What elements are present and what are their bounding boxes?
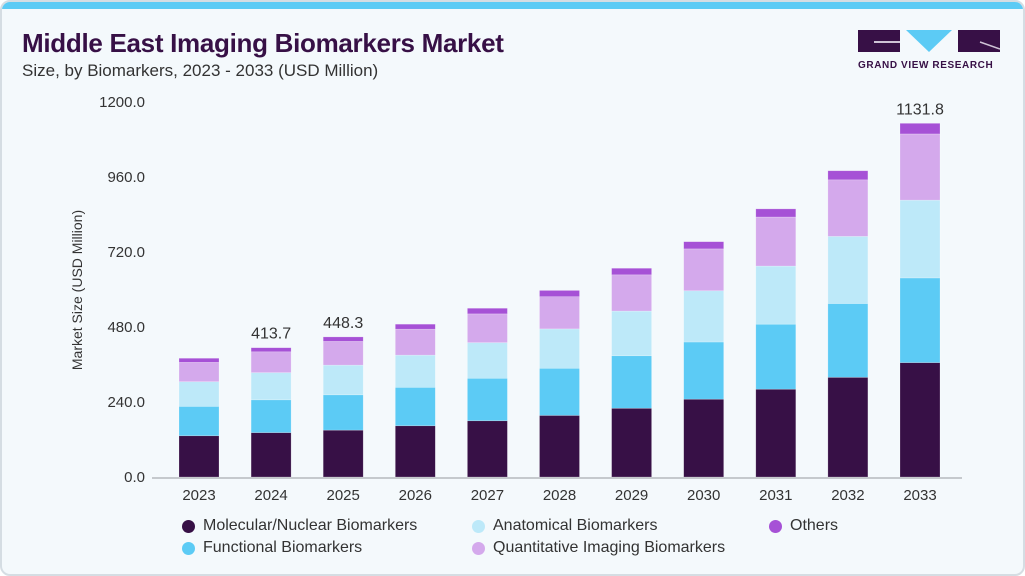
x-tick-label: 2031 (759, 487, 792, 504)
bar-segment-quantitative-imaging-biomarkers (899, 133, 941, 201)
chart-subtitle: Size, by Biomarkers, 2023 - 2033 (USD Mi… (22, 61, 379, 80)
bar-segment-others (322, 336, 364, 342)
bar-segment-functional-biomarkers (250, 399, 292, 433)
y-axis-label: Market Size (USD Million) (69, 210, 85, 370)
bar-segment-others (467, 307, 508, 315)
bar-segment-functional-biomarkers (683, 341, 725, 400)
x-tick-label: 2025 (327, 487, 360, 504)
data-label-total: 448.3 (323, 315, 363, 332)
bar-segment-others (250, 347, 292, 353)
bar-segment-anatomical-biomarkers (683, 290, 725, 343)
bar-segment-molecular-nuclear-biomarkers (178, 435, 220, 478)
y-tick-label: 0.0 (124, 469, 145, 486)
bar-segment-quantitative-imaging-biomarkers (250, 351, 292, 373)
legend-dot-icon (182, 519, 195, 533)
logo-text: GRAND VIEW RESEARCH (858, 60, 994, 71)
legend-label: Molecular/Nuclear Biomarkers (203, 517, 418, 534)
bar-segment-molecular-nuclear-biomarkers (827, 377, 869, 478)
bar-segment-anatomical-biomarkers (250, 372, 292, 401)
bar-segment-molecular-nuclear-biomarkers (539, 415, 580, 478)
bar-segment-others (683, 241, 725, 250)
x-tick-label: 2028 (543, 487, 576, 504)
bar-segment-anatomical-biomarkers (322, 364, 364, 396)
bar-segment-quantitative-imaging-biomarkers (683, 248, 725, 292)
legend-item: Molecular/Nuclear Biomarkers (182, 517, 417, 535)
legend-dot-icon (769, 519, 782, 533)
bar-segment-anatomical-biomarkers (899, 199, 941, 279)
x-tick-label: 2030 (687, 487, 720, 504)
bar-segment-anatomical-biomarkers (394, 354, 436, 388)
y-tick-label: 960.0 (107, 169, 145, 186)
x-tick-label: 2032 (831, 487, 864, 504)
bar-segment-others (755, 208, 797, 218)
legend-item: Functional Biomarkers (182, 539, 362, 557)
bar-segment-functional-biomarkers (178, 406, 220, 437)
legend-item: Others (769, 517, 838, 535)
legend-item: Anatomical Biomarkers (472, 517, 658, 535)
bar-segment-anatomical-biomarkers (539, 328, 580, 369)
bar-segment-quantitative-imaging-biomarkers (322, 341, 364, 366)
bar-segment-anatomical-biomarkers (467, 342, 508, 379)
x-tick-label: 2027 (471, 487, 504, 504)
legend-label: Quantitative Imaging Biomarkers (493, 539, 726, 556)
x-tick-label: 2026 (399, 487, 432, 504)
y-tick-label: 480.0 (107, 319, 145, 336)
bar-segment-molecular-nuclear-biomarkers (683, 398, 725, 478)
bar-segment-quantitative-imaging-biomarkers (467, 313, 508, 343)
bar-segment-others (394, 323, 436, 330)
y-tick-label: 240.0 (107, 394, 145, 411)
bar-segment-functional-biomarkers (467, 377, 508, 422)
bar-segment-others (899, 123, 941, 135)
bar-segment-molecular-nuclear-biomarkers (755, 388, 797, 478)
bar-segment-molecular-nuclear-biomarkers (322, 429, 364, 478)
bar-segment-quantitative-imaging-biomarkers (827, 179, 869, 237)
x-tick-label: 2033 (903, 487, 936, 504)
bar-segment-functional-biomarkers (899, 277, 941, 363)
bar-segment-others (611, 267, 652, 276)
top-accent-bar (2, 2, 1023, 9)
x-tick-label: 2029 (615, 487, 648, 504)
bar-segment-others (178, 357, 220, 363)
bar-segment-anatomical-biomarkers (755, 265, 797, 325)
y-tick-label: 1200.0 (99, 94, 145, 111)
bar-segment-molecular-nuclear-biomarkers (899, 362, 941, 478)
bar-segment-functional-biomarkers (539, 367, 580, 416)
legend-dot-icon (472, 519, 485, 533)
bar-segment-quantitative-imaging-biomarkers (394, 328, 436, 356)
bar-segment-functional-biomarkers (755, 323, 797, 390)
bar-segment-functional-biomarkers (322, 394, 364, 431)
x-tick-label: 2023 (182, 487, 215, 504)
x-tick-label: 2024 (254, 487, 287, 504)
bar-segment-anatomical-biomarkers (611, 310, 652, 357)
grand-view-research-logo (858, 30, 1000, 52)
bar-segment-molecular-nuclear-biomarkers (467, 420, 508, 478)
bar-segment-functional-biomarkers (394, 387, 436, 427)
bar-segment-others (827, 170, 869, 181)
legend-dot-icon (182, 541, 195, 555)
bar-segment-anatomical-biomarkers (178, 381, 220, 407)
legend-label: Others (790, 517, 839, 534)
bar-segment-quantitative-imaging-biomarkers (611, 274, 652, 312)
bar-segment-quantitative-imaging-biomarkers (755, 216, 797, 267)
bar-segment-molecular-nuclear-biomarkers (611, 407, 652, 478)
bar-segment-molecular-nuclear-biomarkers (394, 425, 436, 478)
legend-dot-icon (472, 541, 485, 555)
data-label-total: 1131.8 (896, 101, 944, 118)
bar-segment-functional-biomarkers (827, 303, 869, 378)
bar-segment-quantitative-imaging-biomarkers (539, 296, 580, 330)
bar-segment-quantitative-imaging-biomarkers (178, 362, 220, 382)
legend-item: Quantitative Imaging Biomarkers (472, 539, 725, 557)
bar-segment-functional-biomarkers (611, 355, 652, 409)
bar-segment-others (539, 290, 580, 297)
bar-segment-anatomical-biomarkers (827, 236, 869, 304)
chart-title: Middle East Imaging Biomarkers Market (22, 28, 504, 58)
bar-segment-molecular-nuclear-biomarkers (250, 432, 292, 478)
y-tick-label: 720.0 (107, 244, 145, 261)
legend-label: Functional Biomarkers (203, 539, 363, 556)
data-label-total: 413.7 (251, 326, 291, 343)
legend-label: Anatomical Biomarkers (493, 517, 658, 534)
